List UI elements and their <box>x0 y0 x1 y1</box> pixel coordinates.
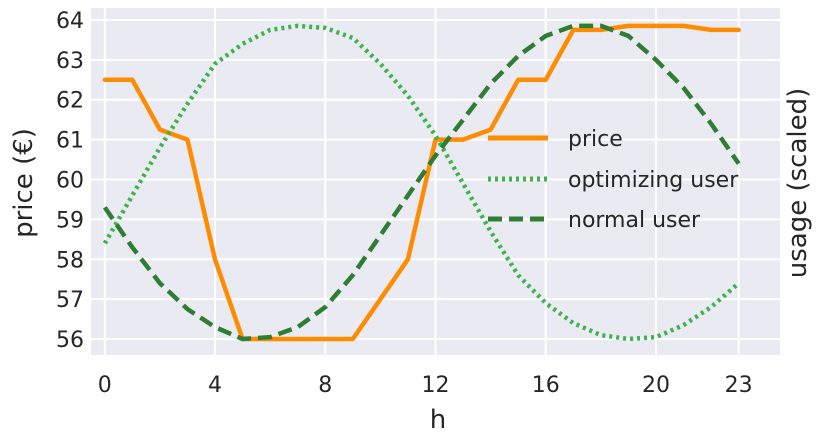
x-tick-label: 20 <box>642 373 670 398</box>
y-tick-label: 60 <box>56 169 84 194</box>
y-tick-label: 56 <box>56 328 84 353</box>
y-tick-label: 63 <box>56 49 84 74</box>
y-axis-label: price (€) <box>9 128 39 238</box>
legend: price optimizing user normal user <box>488 127 739 233</box>
x-tick-label: 12 <box>422 373 450 398</box>
x-tick-label: 4 <box>208 373 222 398</box>
series-line-optimizing-user <box>102 23 741 342</box>
y-tick-label: 64 <box>56 9 84 34</box>
y-tick-label: 61 <box>56 129 84 154</box>
legend-label-normal-user: normal user <box>568 208 701 233</box>
series-line-price <box>102 23 741 342</box>
grid-lines <box>91 8 780 355</box>
x-tick-label: 16 <box>532 373 560 398</box>
x-tick-label: 8 <box>318 373 332 398</box>
right-axis-label: usage (scaled) <box>783 88 813 279</box>
y-tick-label: 58 <box>56 248 84 273</box>
legend-label-optimizing-user: optimizing user <box>568 168 739 193</box>
series-line-normal-user <box>102 23 741 342</box>
y-tick-label: 59 <box>56 208 84 233</box>
y-tick-label: 62 <box>56 89 84 114</box>
x-tick-label: 0 <box>98 373 112 398</box>
tick-labels: 0 4 8 12 16 20 23 56 57 58 59 60 61 62 63 64 <box>56 9 753 398</box>
legend-label-price: price <box>568 127 623 152</box>
series-layer <box>102 23 741 342</box>
x-tick-label: 23 <box>725 373 753 398</box>
x-axis-label: h <box>430 405 446 435</box>
y-tick-label: 57 <box>56 288 84 313</box>
